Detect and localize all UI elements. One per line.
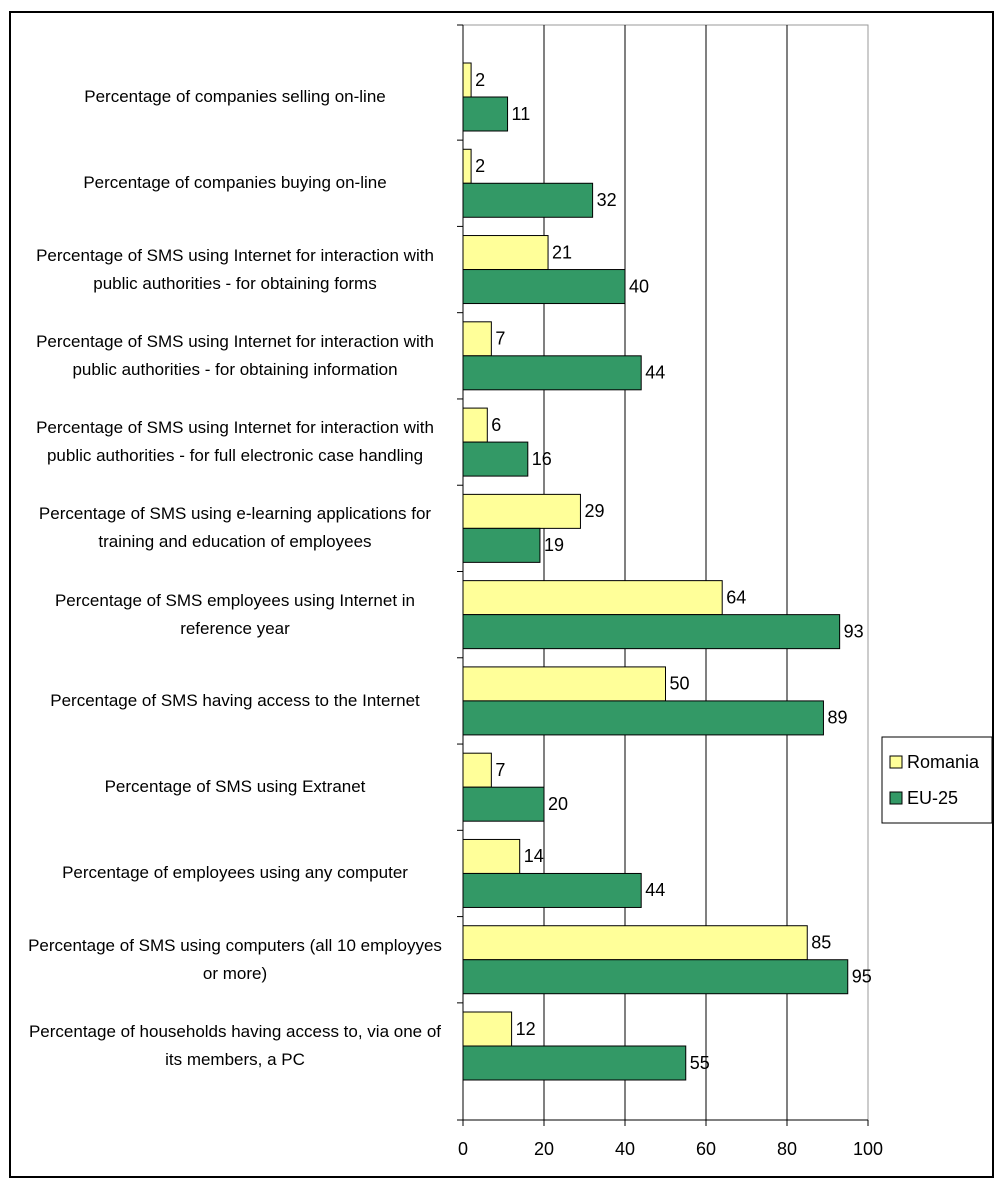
data-label: 2	[475, 70, 485, 90]
data-label: 21	[552, 242, 572, 262]
y-tick-label: Percentage of employees using any comput…	[62, 863, 408, 883]
legend-label: Romania	[907, 752, 980, 772]
bar	[462, 62, 472, 98]
bar	[462, 235, 549, 271]
data-label: 7	[495, 329, 505, 349]
y-tick-label: Percentage of SMS using Internet for int…	[36, 245, 434, 293]
data-label: 44	[645, 363, 665, 383]
bar	[462, 182, 594, 218]
x-tick-label: 100	[853, 1139, 883, 1159]
bar	[462, 441, 529, 477]
legend-box	[881, 736, 993, 824]
bar	[462, 666, 666, 702]
x-tick-label: 0	[458, 1139, 468, 1159]
data-label: 12	[516, 1019, 536, 1039]
bar	[462, 614, 841, 650]
bar	[462, 1045, 687, 1081]
y-tick-label: Percentage of households having access t…	[28, 1022, 442, 1069]
data-label: 93	[844, 621, 864, 641]
data-label: 44	[645, 880, 665, 900]
bar	[462, 96, 509, 132]
legend-swatch	[889, 755, 903, 769]
data-label: 64	[726, 587, 746, 607]
data-label: 14	[524, 846, 544, 866]
bar	[462, 786, 545, 822]
data-label: 7	[495, 760, 505, 780]
bar	[462, 1011, 513, 1047]
y-tick-label: Percentage of SMS using e-learning appli…	[38, 504, 432, 552]
x-tick-label: 40	[615, 1139, 635, 1159]
x-tick-label: 20	[534, 1139, 554, 1159]
y-tick-label: Percentage of SMS using computers (all 1…	[28, 935, 442, 983]
bar	[462, 700, 824, 736]
data-label: 20	[548, 794, 568, 814]
bar	[462, 269, 626, 305]
data-label: 32	[597, 190, 617, 210]
data-label: 19	[544, 535, 564, 555]
data-label: 40	[629, 276, 649, 296]
data-label: 16	[532, 449, 552, 469]
y-tick-label: Percentage of SMS using Extranet	[104, 777, 366, 797]
data-label: 89	[827, 708, 847, 728]
data-label: 50	[670, 674, 690, 694]
x-tick-label: 80	[777, 1139, 797, 1159]
data-label: 6	[491, 415, 501, 435]
x-tick-label: 60	[696, 1139, 716, 1159]
bar	[462, 752, 492, 788]
data-label: 55	[690, 1053, 710, 1073]
legend-label: EU-25	[907, 788, 958, 808]
data-label: 29	[584, 501, 604, 521]
bar	[462, 493, 581, 529]
data-label: 85	[811, 932, 831, 952]
bar	[462, 407, 488, 443]
legend-swatch	[889, 791, 903, 805]
bar	[462, 925, 808, 961]
bar	[462, 527, 541, 563]
bar	[462, 355, 642, 391]
y-tick-label: Percentage of SMS having access to the I…	[50, 690, 420, 710]
data-label: 95	[852, 966, 872, 986]
y-tick-label: Percentage of companies buying on-line	[83, 173, 387, 193]
y-tick-label: Percentage of SMS employees using Intern…	[54, 590, 416, 638]
data-label: 11	[512, 104, 531, 124]
bar	[462, 872, 642, 908]
data-label: 2	[475, 156, 485, 176]
bar	[462, 321, 492, 357]
bar	[462, 148, 472, 184]
chart-frame	[9, 11, 994, 1178]
y-tick-label: Percentage of SMS using Internet for int…	[36, 418, 434, 466]
bar	[462, 959, 849, 995]
y-tick-label: Percentage of companies selling on-line	[84, 87, 386, 106]
bar	[462, 580, 723, 616]
y-tick-label: Percentage of SMS using Internet for int…	[36, 331, 434, 379]
bar	[462, 838, 521, 874]
